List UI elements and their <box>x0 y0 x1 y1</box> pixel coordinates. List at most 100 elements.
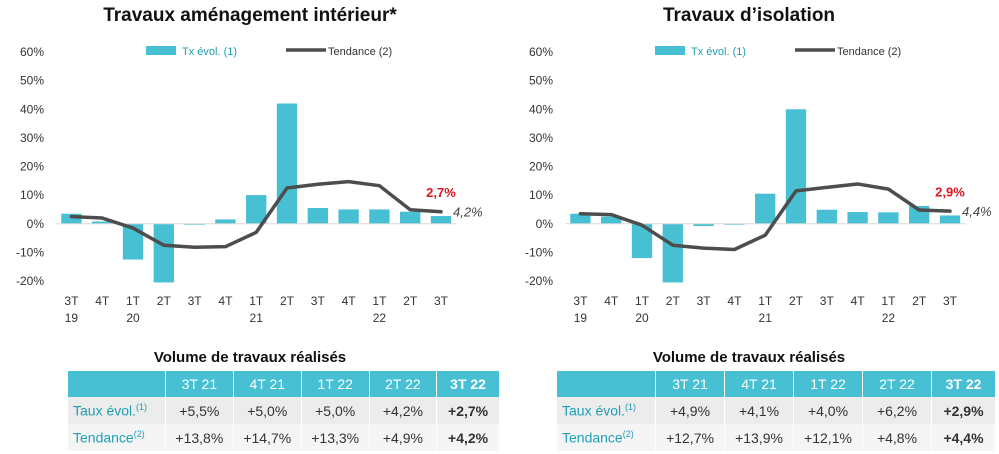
bar <box>276 103 298 224</box>
y-tick-label: 60% <box>529 45 553 59</box>
legend-bar-swatch <box>655 46 685 55</box>
row-label: Taux évol.(1) <box>557 397 656 424</box>
last-bar-label: 2,7% <box>426 185 456 200</box>
table-cell: +4,9% <box>369 424 438 451</box>
table-row: Tendance(2) +12,7% +13,9% +12,1% +4,8% +… <box>557 424 996 451</box>
x-tick-label: 3T <box>820 294 835 308</box>
table-cell: +2,9% <box>931 397 996 424</box>
x-tick-label: 4T <box>604 294 619 308</box>
bar <box>601 216 622 224</box>
bar <box>785 109 807 224</box>
table-header-cell: 3T 22 <box>931 371 996 397</box>
table-header-cell: 4T 21 <box>724 371 794 397</box>
table-header-empty <box>68 371 166 397</box>
x-year-label: 20 <box>635 311 649 325</box>
x-tick-label: 1T <box>249 294 264 308</box>
bar <box>430 216 452 224</box>
chart-isolation: 60% 50% 40% 30% 20% 10% 0% -10% -20% 2,9% 4,4% 3T 19… <box>525 45 992 325</box>
bar <box>153 223 174 283</box>
bar <box>816 209 837 224</box>
table-row: Tendance(2) +13,8% +14,7% +13,3% +4,9% +… <box>68 424 500 451</box>
y-tick-label: 60% <box>20 45 44 59</box>
y-tick-label: -20% <box>525 274 553 288</box>
chart-interieur: 60% 50% 40% 30% 20% 10% 0% -10% -20% 2,7% 4,2% 3T 19… <box>16 45 483 325</box>
bar <box>307 208 328 224</box>
x-tick-label: 3T <box>188 294 203 308</box>
legend-bar-label: Tx évol. (1) <box>691 46 746 58</box>
y-tick-label: -10% <box>16 245 44 259</box>
bar <box>338 209 359 224</box>
table-cell: +5,0% <box>301 397 370 424</box>
chart-title: Travaux aménagement intérieur* <box>103 5 397 26</box>
table-header-empty <box>557 371 656 397</box>
x-tick-label: 1T <box>126 294 141 308</box>
table-cell: +2,7% <box>436 397 500 424</box>
y-tick-label: 10% <box>529 188 553 202</box>
table-header-cell: 1T 22 <box>301 371 370 397</box>
y-tick-label: 40% <box>529 102 553 116</box>
table-row: Taux évol.(1) +4,9% +4,1% +4,0% +6,2% +2… <box>557 397 996 424</box>
x-tick-label: 3T <box>697 294 712 308</box>
bar <box>92 221 113 224</box>
x-tick-label: 2T <box>666 294 681 308</box>
table-cell: +12,7% <box>655 424 725 451</box>
table-header-cell: 2T 22 <box>862 371 932 397</box>
table-cell: +4,1% <box>724 397 794 424</box>
row-label: Taux évol.(1) <box>68 397 166 424</box>
bar <box>878 212 899 224</box>
legend-line-label: Tendance (2) <box>837 46 901 58</box>
table-cell: +4,2% <box>436 424 500 451</box>
x-tick-label: 4T <box>851 294 866 308</box>
bar <box>400 211 421 224</box>
bar <box>215 219 236 224</box>
bar <box>369 209 390 224</box>
bar <box>939 215 961 224</box>
x-tick-label: 3T <box>943 294 958 308</box>
y-tick-label: 50% <box>20 74 44 88</box>
table-cell: +13,9% <box>724 424 794 451</box>
y-tick-label: 0% <box>27 217 45 231</box>
table-header-cell: 3T 21 <box>165 371 234 397</box>
x-tick-label: 2T <box>403 294 418 308</box>
x-year-label: 21 <box>759 311 773 325</box>
x-tick-label: 4T <box>727 294 742 308</box>
table-header-cell: 3T 21 <box>655 371 725 397</box>
y-tick-label: 20% <box>529 160 553 174</box>
panel-interieur: Travaux aménagement intérieur* 60% 50% 40%… <box>16 5 500 451</box>
y-tick-label: -10% <box>525 245 553 259</box>
y-tick-label: 30% <box>529 131 553 145</box>
x-year-label: 20 <box>126 311 140 325</box>
bar <box>61 213 82 224</box>
y-tick-label: 40% <box>20 102 44 116</box>
table-header-cell: 4T 21 <box>233 371 302 397</box>
table-cell: +4,4% <box>931 424 996 451</box>
x-tick-label: 3T <box>64 294 79 308</box>
table-cell: +13,3% <box>301 424 370 451</box>
trend-line <box>578 182 952 252</box>
table-title: Volume de travaux réalisés <box>652 349 846 366</box>
x-year-label: 19 <box>574 311 588 325</box>
panel-isolation: Travaux d’isolation 60% 50% 40% 30% 20% 10% 0%… <box>499 0 999 454</box>
y-tick-label: 0% <box>536 217 554 231</box>
x-tick-label: 4T <box>95 294 110 308</box>
volume-table-interieur: 3T 21 4T 21 1T 22 2T 22 3T 22 Taux évol.… <box>68 371 500 451</box>
bar <box>631 223 653 259</box>
chart-title: Travaux d’isolation <box>662 5 836 26</box>
y-tick-label: 30% <box>20 131 44 145</box>
last-line-label: 4,2% <box>453 205 483 220</box>
trend-line <box>69 179 443 249</box>
row-label: Tendance(2) <box>68 424 166 451</box>
table-cell: +5,5% <box>165 397 234 424</box>
table-row: Taux évol.(1) +5,5% +5,0% +5,0% +4,2% +2… <box>68 397 500 424</box>
bar <box>693 223 714 227</box>
legend-bar-label: Tx évol. (1) <box>182 46 237 58</box>
x-tick-label: 4T <box>218 294 233 308</box>
x-tick-label: 1T <box>881 294 896 308</box>
bar <box>246 195 267 224</box>
row-label: Tendance(2) <box>557 424 656 451</box>
bar <box>662 223 683 283</box>
x-tick-label: 1T <box>758 294 773 308</box>
last-bar-label: 2,9% <box>935 184 965 199</box>
table-header-cell: 1T 22 <box>793 371 863 397</box>
x-tick-label: 2T <box>157 294 172 308</box>
